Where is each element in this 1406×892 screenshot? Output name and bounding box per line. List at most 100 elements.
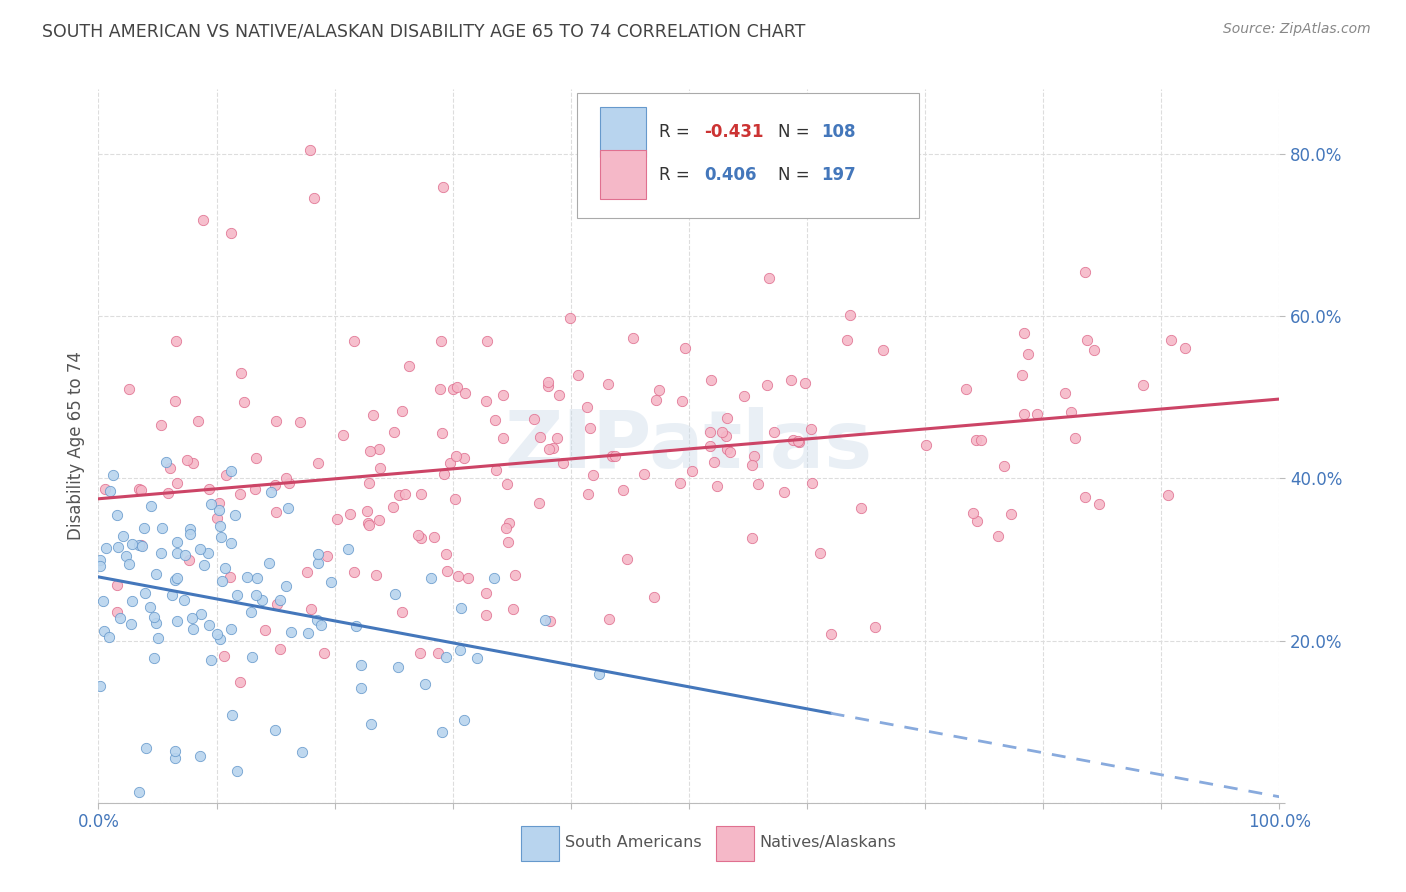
Point bbox=[89, 553, 111, 567]
Point bbox=[1073, 264, 1095, 278]
Point bbox=[297, 565, 319, 579]
Point bbox=[235, 570, 257, 584]
Point bbox=[208, 496, 231, 510]
Point bbox=[808, 546, 831, 560]
Point bbox=[181, 611, 204, 625]
Point bbox=[200, 497, 222, 511]
Point bbox=[838, 308, 860, 322]
Point bbox=[1174, 341, 1197, 355]
Point bbox=[716, 442, 738, 457]
Point bbox=[747, 476, 769, 491]
FancyBboxPatch shape bbox=[600, 150, 647, 200]
Point bbox=[598, 612, 620, 626]
Point bbox=[849, 501, 872, 516]
Point bbox=[264, 478, 287, 492]
Point bbox=[779, 373, 801, 387]
Point bbox=[299, 602, 322, 616]
Point bbox=[782, 433, 804, 447]
Point bbox=[430, 725, 453, 739]
Point bbox=[993, 458, 1015, 473]
Point bbox=[190, 607, 212, 621]
Point bbox=[173, 593, 195, 607]
Point bbox=[229, 674, 252, 689]
Y-axis label: Disability Age 65 to 74: Disability Age 65 to 74 bbox=[66, 351, 84, 541]
Point bbox=[538, 614, 561, 628]
Point bbox=[107, 605, 129, 619]
Point bbox=[441, 382, 464, 396]
Point bbox=[1083, 343, 1105, 357]
Point bbox=[112, 528, 135, 542]
Point bbox=[208, 519, 231, 533]
Point bbox=[699, 425, 721, 439]
Point bbox=[453, 451, 475, 466]
Point bbox=[492, 431, 515, 445]
Point bbox=[139, 599, 162, 614]
Point bbox=[121, 594, 143, 608]
Point bbox=[150, 417, 173, 432]
Point bbox=[411, 531, 433, 545]
Point bbox=[179, 526, 201, 541]
Point bbox=[430, 425, 453, 440]
Point bbox=[224, 508, 246, 522]
Point bbox=[219, 536, 242, 550]
Point bbox=[1011, 368, 1033, 383]
Point bbox=[450, 601, 472, 615]
Point bbox=[312, 646, 335, 660]
Point bbox=[332, 428, 354, 442]
Point bbox=[118, 558, 141, 572]
Point bbox=[319, 574, 342, 589]
Text: 197: 197 bbox=[821, 166, 856, 184]
Point bbox=[915, 437, 938, 451]
Point bbox=[215, 468, 238, 483]
Point bbox=[128, 482, 150, 496]
Point bbox=[197, 618, 219, 632]
Point bbox=[837, 333, 859, 347]
Point bbox=[225, 588, 247, 602]
Point bbox=[156, 485, 179, 500]
Text: Natives/Alaskans: Natives/Alaskans bbox=[759, 835, 897, 849]
Point bbox=[309, 618, 332, 632]
Point bbox=[495, 521, 517, 535]
Point bbox=[1026, 407, 1049, 421]
Point bbox=[495, 477, 517, 491]
Point bbox=[582, 467, 605, 482]
Point bbox=[965, 434, 987, 448]
Point bbox=[166, 546, 188, 560]
Point bbox=[409, 646, 432, 660]
Point bbox=[93, 624, 115, 638]
Point bbox=[502, 602, 524, 616]
Point bbox=[181, 622, 204, 636]
Point bbox=[772, 484, 794, 499]
Point bbox=[612, 483, 634, 497]
Point bbox=[134, 585, 156, 599]
Point bbox=[298, 143, 321, 157]
Point bbox=[239, 605, 262, 619]
Point bbox=[546, 431, 568, 445]
Point bbox=[159, 461, 181, 475]
Point bbox=[343, 334, 366, 348]
Point bbox=[498, 534, 520, 549]
Point bbox=[492, 388, 515, 402]
Point bbox=[212, 648, 235, 663]
Point bbox=[523, 411, 546, 425]
Point bbox=[246, 571, 269, 585]
Point bbox=[681, 464, 703, 478]
Point bbox=[603, 449, 626, 463]
Point bbox=[482, 571, 505, 585]
Point bbox=[361, 408, 384, 422]
Point bbox=[200, 653, 222, 667]
Point bbox=[307, 556, 329, 570]
Point bbox=[429, 382, 451, 396]
Point bbox=[1017, 347, 1039, 361]
Point bbox=[503, 568, 526, 582]
Text: R =: R = bbox=[659, 166, 696, 184]
Point bbox=[129, 483, 152, 498]
Point bbox=[434, 548, 457, 562]
Point bbox=[787, 434, 810, 448]
Point bbox=[673, 341, 696, 355]
Point bbox=[181, 456, 204, 470]
Point bbox=[146, 631, 169, 645]
Point bbox=[368, 513, 391, 527]
Point bbox=[357, 518, 380, 533]
Point bbox=[264, 723, 287, 738]
